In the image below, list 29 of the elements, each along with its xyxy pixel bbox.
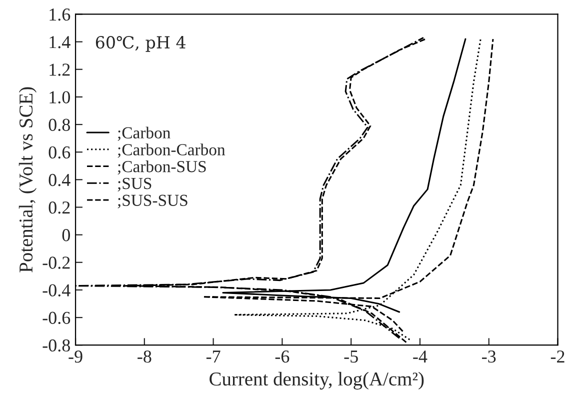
y-tick-label: -0.8 bbox=[42, 339, 70, 352]
y-tick-label: 0 bbox=[62, 229, 70, 242]
y-tick-label: 0.6 bbox=[48, 146, 70, 159]
legend-label: ;Carbon-SUS bbox=[118, 160, 206, 175]
x-tick-label: -3 bbox=[482, 350, 496, 363]
y-tick-label: 1.6 bbox=[50, 8, 70, 21]
x-tick-label: -2 bbox=[550, 350, 564, 362]
x-tick-label: -9 bbox=[68, 350, 82, 363]
legend-label: ;SUS bbox=[118, 178, 152, 192]
y-tick-label: -0.4 bbox=[42, 284, 70, 296]
legend-label: ;Carbon-Carbon bbox=[118, 144, 226, 158]
annotation: 60℃, pH 4 bbox=[96, 36, 186, 52]
y-tick-label: 1.0 bbox=[50, 91, 70, 104]
x-tick-label: -4 bbox=[413, 350, 428, 362]
y-tick-label: 1.4 bbox=[50, 36, 70, 48]
x-tick-label: -6 bbox=[275, 350, 290, 363]
x-axis-title: Current density, log(A/cm²) bbox=[210, 372, 424, 390]
y-tick-label: -0.6 bbox=[42, 312, 70, 324]
y-axis-title: Potential, (Volt vs SCE) bbox=[18, 87, 37, 272]
x-tick-label: -5 bbox=[344, 350, 358, 363]
y-tick-label: 0.4 bbox=[48, 174, 70, 186]
y-tick-label: 0.8 bbox=[48, 118, 70, 132]
x-tick-label: -7 bbox=[206, 350, 220, 362]
legend-label: ;SUS-SUS bbox=[118, 194, 188, 208]
y-tick-label: -0.2 bbox=[42, 256, 70, 269]
legend-label: ;Carbon bbox=[118, 126, 170, 141]
x-tick-label: -8 bbox=[138, 350, 152, 363]
y-tick-label: 1.2 bbox=[50, 64, 70, 76]
y-tick-label: 0.2 bbox=[48, 201, 70, 214]
